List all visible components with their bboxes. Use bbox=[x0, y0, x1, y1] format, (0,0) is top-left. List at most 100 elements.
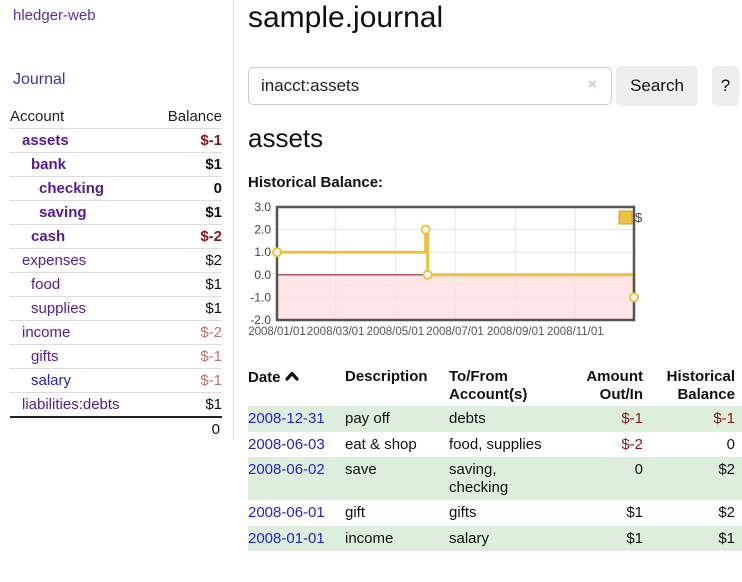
account-link[interactable]: checking bbox=[39, 180, 105, 197]
description-cell: pay off bbox=[345, 410, 390, 427]
date-link[interactable]: 2008-06-02 bbox=[248, 461, 325, 478]
svg-text:2008/11/01: 2008/11/01 bbox=[547, 326, 604, 338]
date-link[interactable]: 2008-06-03 bbox=[248, 435, 325, 453]
amount-column-header[interactable]: Amount Out/In bbox=[586, 368, 643, 403]
account-link[interactable]: supplies bbox=[31, 300, 87, 317]
account-link[interactable]: cash bbox=[31, 228, 66, 245]
account-row: expenses $2 bbox=[10, 248, 222, 273]
account-row: bank $1 bbox=[10, 152, 222, 177]
chart-title: Historical Balance: bbox=[248, 174, 384, 191]
amount-cell: $-2 bbox=[621, 435, 643, 453]
account-balance: $1 bbox=[151, 296, 222, 321]
transaction-row: 2008-06-01 gift gifts $1 $2 bbox=[248, 500, 742, 526]
register-body: 2008-12-31 pay off debts $-1 $-1 2008-06-03 ea… bbox=[248, 406, 742, 551]
accounts-total-row: 0 bbox=[10, 416, 222, 441]
account-balance: $-1 bbox=[151, 368, 222, 393]
date-cell: 2008-06-01 bbox=[248, 500, 345, 526]
amount-cell: $1 bbox=[626, 504, 643, 521]
balance-cell: $2 bbox=[718, 461, 735, 478]
account-row: supplies $1 bbox=[10, 296, 222, 321]
account-link[interactable]: expenses bbox=[22, 252, 87, 269]
account-link[interactable]: income bbox=[22, 324, 71, 341]
accounts-cell: debts bbox=[449, 410, 486, 427]
account-row: checking 0 bbox=[10, 176, 222, 201]
account-balance: 0 bbox=[151, 176, 222, 201]
account-balance: $-1 bbox=[151, 128, 222, 153]
app-title-link[interactable]: hledger-web bbox=[13, 7, 96, 24]
date-cell: 2008-12-31 bbox=[248, 406, 345, 432]
search-input[interactable] bbox=[248, 67, 612, 105]
accounts-table: Account Balance assets $-1 bank $1 checking 0… bbox=[10, 105, 222, 441]
account-balance: $1 bbox=[151, 200, 222, 225]
accounts-cell: salary bbox=[449, 529, 490, 547]
amount-cell: $-1 bbox=[621, 410, 643, 427]
accounts-cell: food, supplies bbox=[449, 435, 542, 453]
account-link[interactable]: saving bbox=[39, 204, 87, 221]
description-cell: save bbox=[345, 461, 377, 478]
accounts-cell: gifts bbox=[449, 504, 477, 521]
account-row: salary $-1 bbox=[10, 368, 222, 393]
transaction-row: 2008-06-03 eat & shop food, supplies $-2 0 bbox=[248, 432, 742, 458]
account-row: cash $-2 bbox=[10, 224, 222, 249]
sidebar: hledger-web Journal Account Balance asse… bbox=[0, 0, 233, 441]
account-link[interactable]: assets bbox=[22, 132, 69, 149]
sort-ascending-icon bbox=[284, 368, 299, 386]
balance-cell: $1 bbox=[718, 529, 735, 547]
accounts-cell: saving, checking bbox=[449, 461, 509, 496]
account-link[interactable]: food bbox=[31, 276, 61, 293]
svg-text:2008/09/01: 2008/09/01 bbox=[487, 326, 545, 338]
date-column-header[interactable]: Date bbox=[248, 366, 345, 406]
amount-cell: 0 bbox=[634, 461, 643, 478]
svg-text:2.0: 2.0 bbox=[254, 223, 271, 237]
sidebar-item-journal[interactable]: Journal bbox=[13, 71, 66, 88]
svg-text:-1.0: -1.0 bbox=[250, 290, 271, 304]
account-link[interactable]: gifts bbox=[31, 348, 59, 365]
account-link[interactable]: bank bbox=[31, 156, 67, 173]
account-row: income $-2 bbox=[10, 320, 222, 345]
date-link[interactable]: 2008-06-01 bbox=[248, 504, 325, 521]
historical-balance-column-header[interactable]: Historical Balance bbox=[666, 368, 735, 403]
account-row: liabilities:debts $1 bbox=[10, 392, 222, 418]
account-column-header: Account bbox=[10, 105, 152, 129]
description-cell: gift bbox=[345, 504, 366, 521]
search-form: × Search ? bbox=[248, 66, 742, 106]
account-balance: $1 bbox=[151, 272, 222, 297]
description-cell: eat & shop bbox=[345, 435, 417, 453]
clear-search-icon[interactable]: × bbox=[588, 76, 597, 93]
accounts-header-row: Account Balance bbox=[10, 105, 222, 129]
account-balance: $-2 bbox=[151, 320, 222, 345]
sidebar-divider bbox=[233, 0, 234, 440]
svg-text:0.0: 0.0 bbox=[254, 268, 271, 282]
balance-column-header: Balance bbox=[151, 105, 222, 129]
svg-text:2008/05/01: 2008/05/01 bbox=[367, 326, 425, 338]
help-button[interactable]: ? bbox=[712, 66, 739, 106]
accounts-body: assets $-1 bank $1 checking 0 saving $1 cash $-2 e… bbox=[10, 128, 222, 418]
svg-text:1.0: 1.0 bbox=[254, 245, 271, 259]
register-table: Date Description To/From Account(s) Amou… bbox=[248, 366, 742, 551]
account-link[interactable]: salary bbox=[31, 372, 72, 389]
transaction-row: 2008-12-31 pay off debts $-1 $-1 bbox=[248, 406, 742, 432]
account-balance: $-2 bbox=[151, 224, 222, 249]
description-cell: income bbox=[345, 529, 394, 547]
account-balance: $1 bbox=[151, 152, 222, 177]
svg-text:-2.0: -2.0 bbox=[250, 313, 271, 327]
account-balance: $1 bbox=[151, 392, 222, 418]
svg-text:3.0: 3.0 bbox=[254, 202, 271, 214]
date-link[interactable]: 2008-01-01 bbox=[248, 529, 325, 547]
svg-text:2008/03/01: 2008/03/01 bbox=[307, 326, 365, 338]
date-cell: 2008-06-03 bbox=[248, 432, 345, 458]
account-balance: $-1 bbox=[151, 344, 222, 369]
historical-balance-chart: $3.0 2.0 1.0 0.0 -1.0 -2.0 2008/01/01 2008/03/0… bbox=[240, 200, 690, 342]
search-button[interactable]: Search bbox=[616, 66, 698, 106]
register-header-row: Date Description To/From Account(s) Amou… bbox=[248, 366, 742, 406]
account-balance: $2 bbox=[151, 248, 222, 273]
transaction-row: 2008-01-01 income salary $1 $1 bbox=[248, 525, 742, 551]
accounts-total-value: 0 bbox=[151, 416, 222, 441]
account-row: food $1 bbox=[10, 272, 222, 297]
account-link[interactable]: liabilities:debts bbox=[22, 396, 120, 413]
tofrom-column-header[interactable]: To/From Account(s) bbox=[449, 368, 528, 403]
description-column-header[interactable]: Description bbox=[345, 368, 428, 385]
date-link[interactable]: 2008-12-31 bbox=[248, 410, 325, 427]
account-row: assets $-1 bbox=[10, 128, 222, 153]
